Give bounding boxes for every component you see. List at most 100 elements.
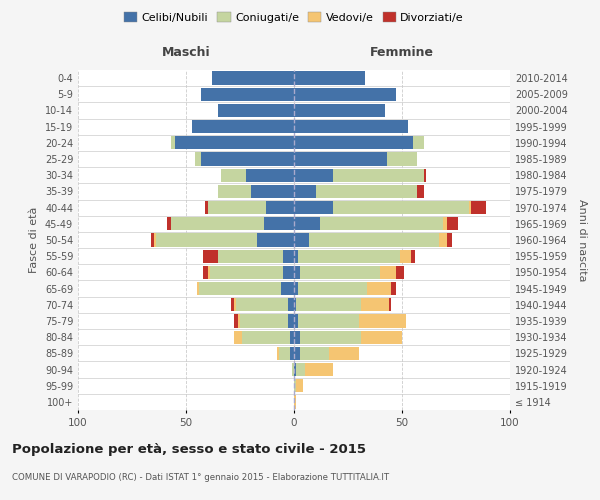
Bar [294, 72, 365, 85]
Bar [264, 217, 294, 230]
Bar [218, 104, 294, 117]
Bar [221, 168, 247, 182]
Bar [294, 201, 333, 214]
Bar [279, 346, 290, 360]
Bar [154, 234, 156, 246]
Bar [175, 136, 294, 149]
Bar [171, 217, 264, 230]
Bar [277, 346, 279, 360]
Bar [443, 217, 448, 230]
Bar [171, 136, 175, 149]
Y-axis label: Fasce di età: Fasce di età [29, 207, 39, 273]
Bar [294, 185, 316, 198]
Bar [233, 298, 236, 312]
Bar [218, 250, 283, 263]
Bar [367, 282, 391, 295]
Bar [294, 88, 395, 101]
Bar [448, 234, 452, 246]
Bar [391, 282, 395, 295]
Bar [194, 152, 201, 166]
Bar [305, 363, 333, 376]
Bar [294, 234, 309, 246]
Bar [201, 152, 294, 166]
Text: Maschi: Maschi [161, 46, 211, 59]
Bar [380, 266, 395, 279]
Bar [294, 120, 409, 134]
Legend: Celibi/Nubili, Coniugati/e, Vedovi/e, Divorziati/e: Celibi/Nubili, Coniugati/e, Vedovi/e, Di… [119, 8, 469, 28]
Bar [287, 314, 294, 328]
Bar [283, 266, 294, 279]
Bar [283, 250, 294, 263]
Bar [298, 250, 400, 263]
Bar [448, 217, 458, 230]
Bar [203, 250, 218, 263]
Bar [151, 234, 154, 246]
Bar [301, 330, 361, 344]
Bar [205, 201, 208, 214]
Bar [218, 185, 251, 198]
Bar [294, 136, 413, 149]
Bar [294, 298, 296, 312]
Bar [410, 250, 415, 263]
Bar [199, 282, 281, 295]
Bar [233, 330, 242, 344]
Bar [294, 330, 301, 344]
Bar [395, 266, 404, 279]
Bar [240, 314, 287, 328]
Text: Femmine: Femmine [370, 46, 434, 59]
Bar [294, 266, 301, 279]
Bar [232, 298, 233, 312]
Text: COMUNE DI VARAPODIO (RC) - Dati ISTAT 1° gennaio 2015 - Elaborazione TUTTITALIA.: COMUNE DI VARAPODIO (RC) - Dati ISTAT 1°… [12, 472, 389, 482]
Bar [417, 185, 424, 198]
Bar [210, 266, 283, 279]
Bar [212, 72, 294, 85]
Bar [287, 298, 294, 312]
Bar [193, 120, 294, 134]
Bar [294, 152, 387, 166]
Bar [247, 168, 294, 182]
Bar [281, 282, 294, 295]
Bar [290, 330, 294, 344]
Bar [294, 282, 298, 295]
Bar [296, 379, 302, 392]
Bar [316, 185, 417, 198]
Bar [333, 201, 469, 214]
Text: Popolazione per età, sesso e stato civile - 2015: Popolazione per età, sesso e stato civil… [12, 442, 366, 456]
Bar [329, 346, 359, 360]
Bar [389, 298, 391, 312]
Bar [257, 234, 294, 246]
Bar [424, 168, 426, 182]
Bar [294, 314, 298, 328]
Bar [201, 88, 294, 101]
Bar [208, 201, 266, 214]
Bar [333, 168, 424, 182]
Bar [296, 363, 305, 376]
Bar [413, 136, 424, 149]
Bar [469, 201, 471, 214]
Bar [400, 250, 410, 263]
Bar [309, 234, 439, 246]
Bar [439, 234, 448, 246]
Bar [292, 363, 294, 376]
Bar [294, 346, 301, 360]
Bar [236, 298, 287, 312]
Bar [208, 266, 210, 279]
Bar [298, 282, 367, 295]
Bar [294, 250, 298, 263]
Y-axis label: Anni di nascita: Anni di nascita [577, 198, 587, 281]
Bar [203, 266, 208, 279]
Bar [359, 314, 406, 328]
Bar [294, 396, 296, 408]
Bar [298, 314, 359, 328]
Bar [294, 168, 333, 182]
Bar [156, 234, 257, 246]
Bar [301, 346, 329, 360]
Bar [290, 346, 294, 360]
Bar [233, 314, 238, 328]
Bar [301, 266, 380, 279]
Bar [294, 217, 320, 230]
Bar [167, 217, 171, 230]
Bar [361, 298, 389, 312]
Bar [387, 152, 417, 166]
Bar [242, 330, 290, 344]
